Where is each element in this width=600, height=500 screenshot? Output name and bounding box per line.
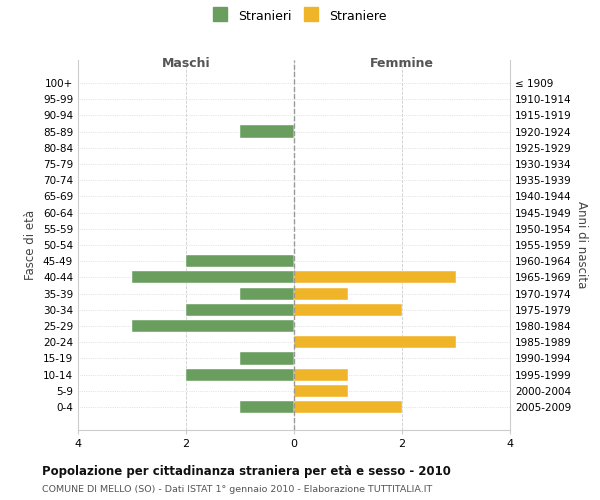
- Legend: Stranieri, Straniere: Stranieri, Straniere: [209, 6, 391, 26]
- Bar: [294, 401, 402, 413]
- Y-axis label: Anni di nascita: Anni di nascita: [575, 202, 588, 288]
- Bar: [240, 126, 294, 138]
- Bar: [294, 368, 348, 381]
- Bar: [240, 401, 294, 413]
- Bar: [294, 336, 456, 348]
- Bar: [132, 320, 294, 332]
- Text: Popolazione per cittadinanza straniera per età e sesso - 2010: Popolazione per cittadinanza straniera p…: [42, 464, 451, 477]
- Bar: [294, 272, 456, 283]
- Bar: [186, 255, 294, 268]
- Text: COMUNE DI MELLO (SO) - Dati ISTAT 1° gennaio 2010 - Elaborazione TUTTITALIA.IT: COMUNE DI MELLO (SO) - Dati ISTAT 1° gen…: [42, 485, 432, 494]
- Bar: [294, 304, 402, 316]
- Bar: [132, 272, 294, 283]
- Bar: [294, 385, 348, 397]
- Y-axis label: Fasce di età: Fasce di età: [25, 210, 37, 280]
- Text: Femmine: Femmine: [370, 57, 434, 70]
- Bar: [240, 288, 294, 300]
- Bar: [186, 368, 294, 381]
- Bar: [240, 352, 294, 364]
- Bar: [294, 288, 348, 300]
- Text: Maschi: Maschi: [161, 57, 211, 70]
- Bar: [186, 304, 294, 316]
